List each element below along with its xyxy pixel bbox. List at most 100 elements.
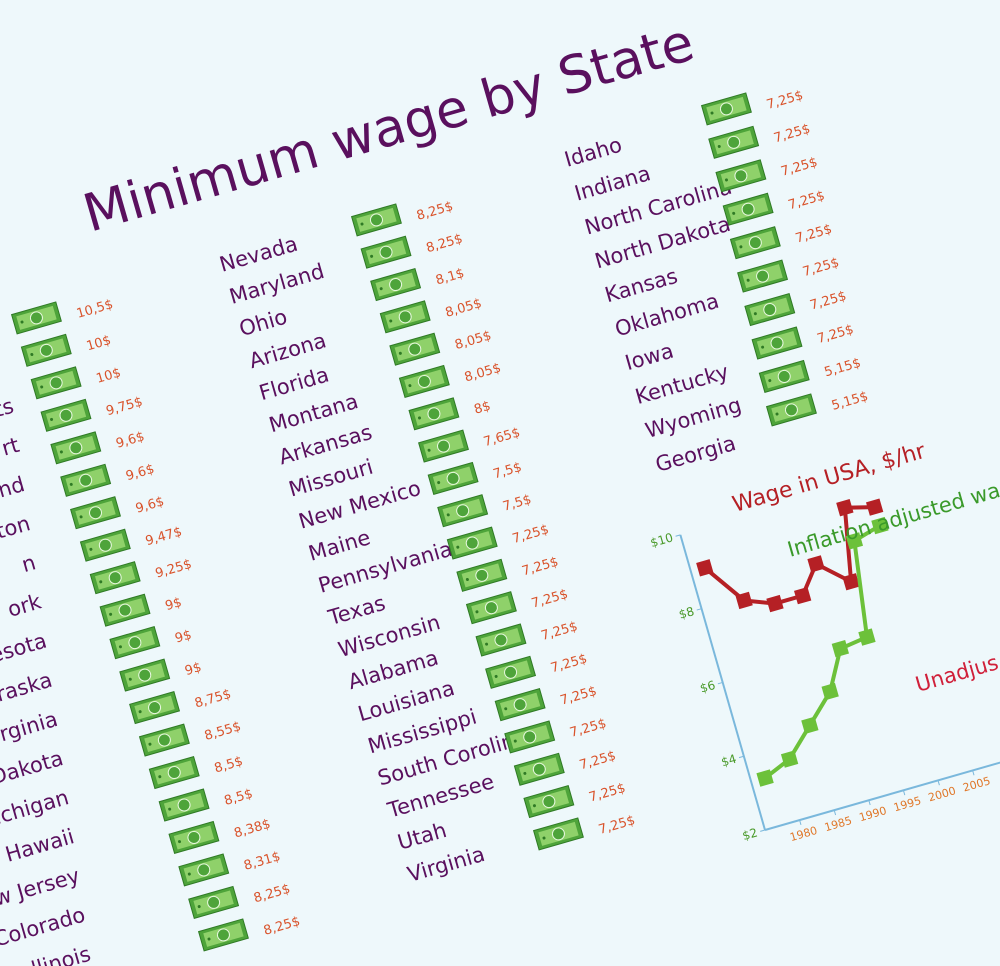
- bill-dot: [775, 412, 779, 416]
- wage: 5,15$: [830, 389, 870, 414]
- bill-coin: [118, 603, 132, 617]
- bill-coin: [177, 798, 191, 812]
- x-tick: [799, 819, 802, 826]
- bill: [700, 92, 752, 126]
- bill: [148, 755, 200, 790]
- bill-coin: [98, 538, 112, 552]
- bill: [758, 359, 810, 394]
- bill: [398, 364, 450, 399]
- wage: 7,25$: [597, 813, 637, 838]
- state-name: and: [0, 472, 27, 506]
- wage: 7,25$: [779, 155, 819, 180]
- bill-dot: [418, 416, 422, 420]
- wage: 7,25$: [520, 555, 560, 580]
- x-tick-label: 2005: [961, 774, 991, 794]
- bill: [50, 431, 102, 465]
- wage: 8,05$: [453, 328, 493, 353]
- bill-coin: [398, 310, 412, 324]
- bill-coin: [734, 169, 748, 183]
- bill-dot: [69, 482, 73, 486]
- bill-dot: [746, 278, 750, 282]
- wage: 7,25$: [578, 749, 618, 774]
- series-point: [807, 555, 825, 573]
- wage: 9$: [173, 628, 193, 647]
- y-tick: [738, 755, 744, 759]
- wage: 5,15$: [823, 356, 863, 381]
- wage: 7,65$: [482, 425, 522, 450]
- bill: [465, 591, 517, 625]
- bill-coin: [551, 827, 565, 841]
- state-name: Iowa: [622, 339, 676, 376]
- bill-coin: [39, 343, 53, 357]
- bill-coin: [138, 668, 152, 682]
- bill-coin: [446, 471, 460, 485]
- bill-dot: [30, 353, 34, 357]
- y-tick-label: $2: [741, 825, 760, 843]
- bill-dot: [739, 245, 743, 249]
- bill-dot: [79, 515, 83, 519]
- state-name: Maine: [306, 525, 373, 565]
- bill-dot: [724, 178, 728, 182]
- bill-coin: [369, 213, 383, 227]
- bill-coin: [49, 376, 63, 390]
- bill-coin: [475, 568, 489, 582]
- bill: [437, 494, 489, 528]
- series-point: [821, 682, 839, 701]
- bill: [729, 226, 781, 260]
- wage: 8,1$: [434, 266, 466, 288]
- state-name: Hawaii: [3, 824, 77, 866]
- series-point: [780, 750, 799, 768]
- bill-coin: [465, 536, 479, 550]
- wage: 8,25$: [262, 914, 302, 939]
- bill-coin: [532, 762, 546, 776]
- y-tick-label: $4: [720, 752, 739, 770]
- bill: [532, 817, 584, 851]
- bill-dot: [475, 610, 479, 614]
- bill-coin: [79, 473, 93, 487]
- bill-dot: [456, 545, 460, 549]
- bill: [109, 626, 161, 660]
- bill-dot: [532, 804, 536, 808]
- bill-dot: [89, 547, 93, 551]
- bill: [370, 267, 422, 302]
- series-point: [794, 586, 812, 605]
- series-point: [766, 594, 784, 613]
- bill-coin: [29, 311, 43, 325]
- wage: 7,25$: [787, 189, 827, 214]
- bill-coin: [756, 269, 770, 283]
- bill-coin: [770, 336, 784, 350]
- wage: 8,25$: [252, 882, 292, 907]
- bill-coin: [187, 830, 201, 844]
- series-point: [836, 499, 854, 517]
- wage: 8,31$: [242, 849, 282, 874]
- bill-dot: [158, 775, 162, 779]
- bill-coin: [427, 407, 441, 421]
- bill: [427, 461, 479, 495]
- bill: [30, 366, 82, 400]
- bill: [119, 658, 171, 692]
- wage: 7,25$: [568, 716, 608, 741]
- bill-coin: [523, 730, 537, 744]
- series-point: [735, 591, 753, 610]
- bill-coin: [727, 135, 741, 149]
- bill: [513, 752, 565, 786]
- wage: 9,75$: [104, 395, 144, 420]
- bill-dot: [504, 707, 508, 711]
- bill-dot: [465, 578, 469, 582]
- bill-dot: [408, 384, 412, 388]
- bill-coin: [108, 571, 122, 585]
- state-name: llinois: [29, 942, 94, 966]
- y-tick: [760, 829, 766, 832]
- series-point: [696, 559, 714, 577]
- bill-dot: [389, 319, 393, 323]
- bill: [494, 688, 546, 722]
- bill: [456, 558, 508, 592]
- state-name: Texas: [325, 591, 388, 630]
- bill-coin: [89, 506, 103, 520]
- bill-dot: [148, 742, 152, 746]
- bill: [158, 788, 210, 822]
- wage: 8,38$: [232, 817, 272, 842]
- wage: 7,25$: [816, 322, 856, 347]
- bill-coin: [763, 303, 777, 317]
- bill-dot: [513, 739, 517, 743]
